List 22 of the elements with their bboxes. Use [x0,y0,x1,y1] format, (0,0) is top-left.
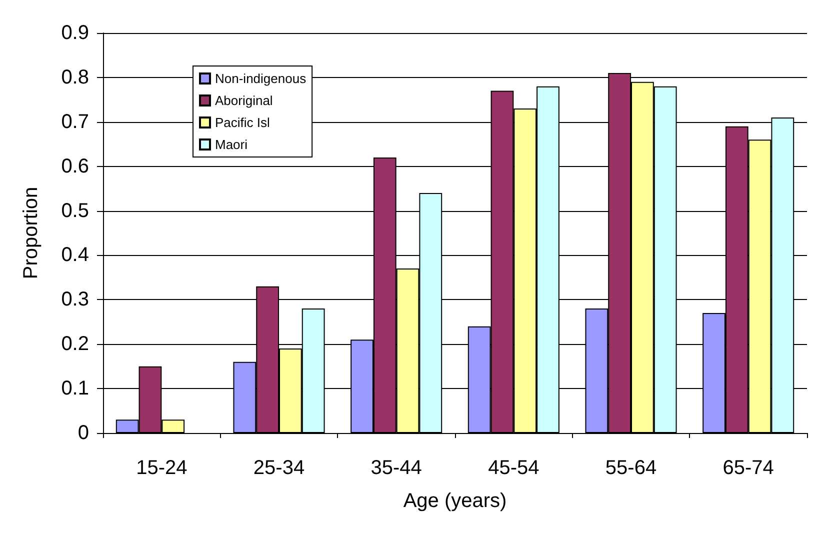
x-axis-title: Age (years) [403,490,507,512]
x-tick-label: 55-64 [605,457,657,479]
x-tick-label: 45-54 [488,457,540,479]
y-tick-label: 0.5 [61,200,89,222]
x-tick-label: 25-34 [253,457,305,479]
y-tick-label: 0.6 [61,155,89,178]
x-tick-label: 65-74 [722,457,774,479]
y-tick-label: 0.1 [61,378,89,400]
legend-label: Non-indigenous [215,71,307,86]
y-tick-label: 0 [78,422,89,444]
y-tick-label: 0.7 [61,110,89,133]
legend-label: Pacific Isl [215,115,270,130]
legend-label: Aboriginal [215,93,273,108]
legend-label: Maori [215,137,248,152]
x-tick-label: 15-24 [136,457,188,479]
y-tick-label: 0.9 [61,22,89,44]
y-tick-label: 0.4 [61,244,89,266]
y-tick-label: 0.8 [61,66,89,88]
y-axis-title: Proportion [20,186,42,280]
y-tick-label: 0.3 [61,288,89,311]
y-tick-label: 0.2 [61,333,89,356]
x-tick-label: 35-44 [370,457,422,479]
